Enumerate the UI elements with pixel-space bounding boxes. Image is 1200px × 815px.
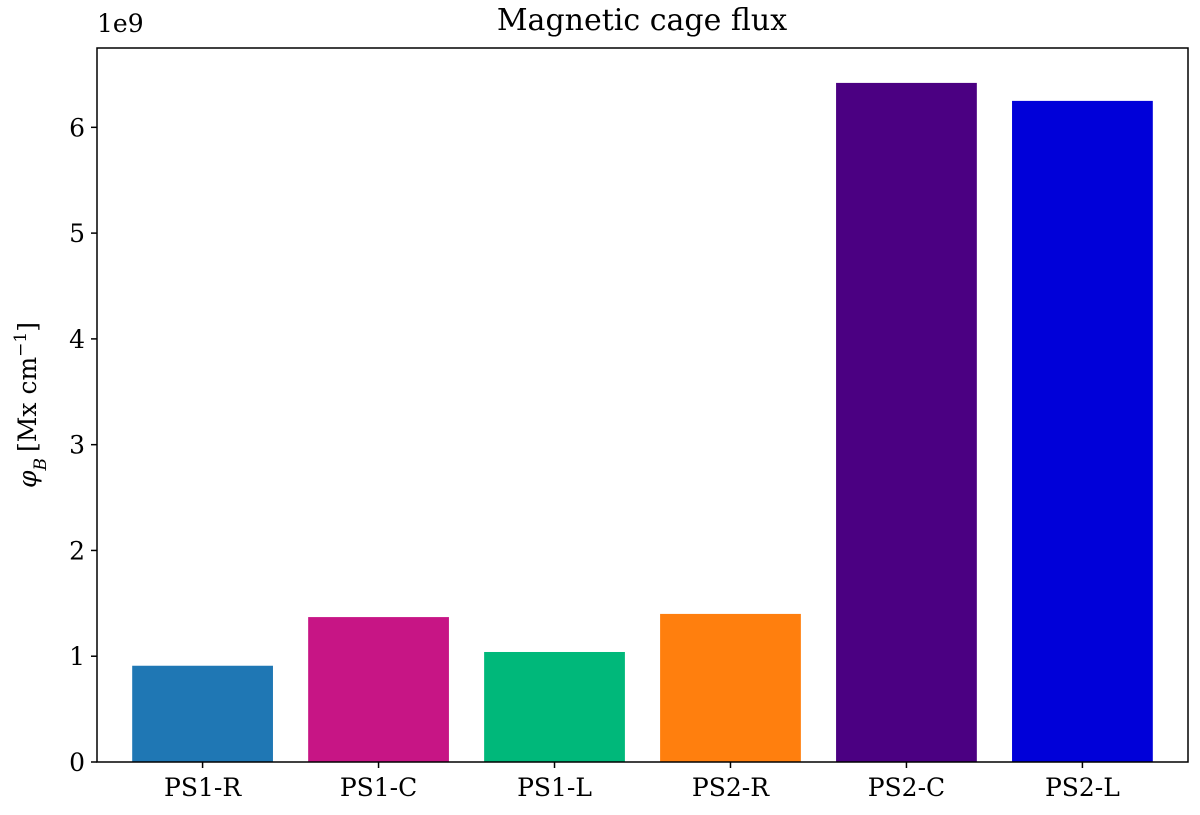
bar-ps2-l [1012,100,1153,762]
x-tick-label: PS2-R [692,773,770,802]
y-ticks: 0 1 2 3 4 5 6 [69,113,97,777]
chart-title: Magnetic cage flux [497,3,787,38]
y-tick-label: 1 [69,642,85,671]
y-tick-label: 6 [69,113,85,142]
x-tick-label: PS1-R [164,773,242,802]
x-tick-label: PS1-L [517,773,592,802]
x-tick-label: PS2-L [1045,773,1120,802]
x-tick-label: PS2-C [868,773,945,802]
bars-group [132,82,1153,762]
y-tick-label: 0 [69,748,85,777]
bar-ps2-c [836,82,977,762]
plot-frame [96,47,1189,763]
y-axis-label: φB[Mx cm−1] [11,322,51,488]
bar-ps1-l [484,651,625,762]
x-ticks: PS1-R PS1-C PS1-L PS2-R PS2-C PS2-L [164,762,1120,802]
x-tick-label: PS1-C [340,773,417,802]
bar-ps2-r [660,613,801,762]
y-tick-label: 3 [69,431,85,460]
bar-ps1-r [132,665,273,762]
y-tick-label: 2 [69,536,85,565]
y-axis-scale-label: 1e9 [97,9,144,38]
y-tick-label: 5 [69,219,85,248]
bar-ps1-c [308,617,449,762]
y-tick-label: 4 [69,325,85,354]
